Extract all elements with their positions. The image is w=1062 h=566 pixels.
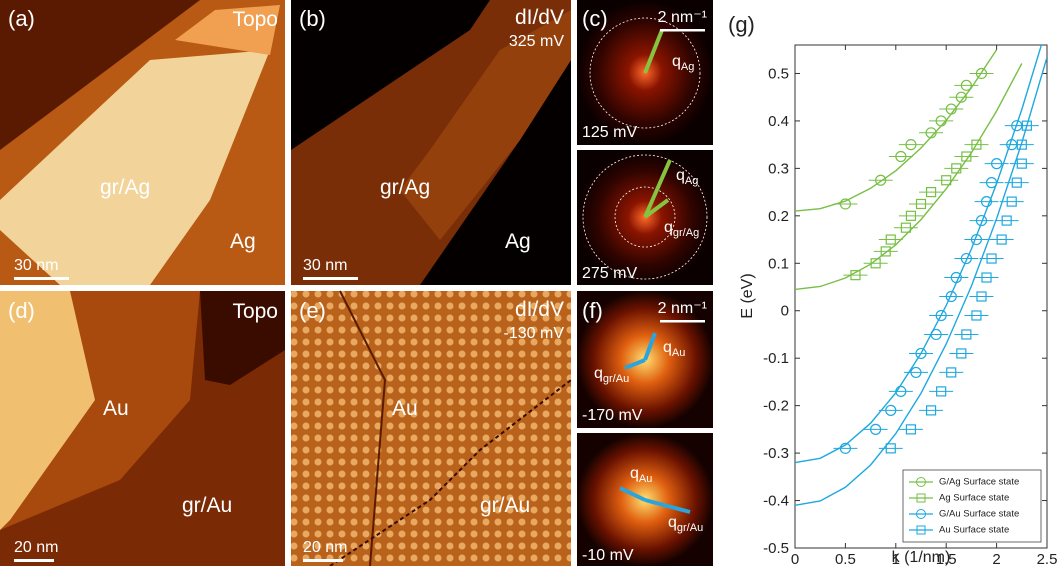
figure: (a) Topo gr/Ag Ag 30 nm (b) dI/dV 325 mV… <box>0 0 1062 566</box>
panel-label: (f) <box>582 298 603 323</box>
y-tick-label: 0 <box>781 303 789 320</box>
panel-b: (b) dI/dV 325 mV gr/Ag Ag 30 nm <box>291 0 571 285</box>
y-tick-label: 0.1 <box>768 255 789 272</box>
x-tick-label: 1.5 <box>936 551 957 566</box>
x-tick-label: 1 <box>892 551 900 566</box>
legend-label: G/Ag Surface state <box>939 477 1019 488</box>
scale-bar <box>14 277 69 280</box>
scale-bar <box>660 320 705 323</box>
mode-label: Topo <box>232 300 278 323</box>
bias-label: 275 mV <box>582 265 637 282</box>
region-label: gr/Ag <box>380 176 430 199</box>
q: q <box>663 339 672 356</box>
q-sub: Ag <box>681 61 694 73</box>
region-label: gr/Ag <box>100 176 150 199</box>
fit-line <box>795 57 1047 505</box>
fit-line <box>795 27 1047 463</box>
scale-bar <box>14 559 54 562</box>
panel-label: (e) <box>299 298 326 323</box>
x-tick-label: 2.5 <box>1037 551 1058 566</box>
bias-label: -130 mV <box>504 325 565 342</box>
bias-label: -10 mV <box>582 547 634 564</box>
scale-label: 30 nm <box>14 257 58 274</box>
q-sub: gr/Ag <box>673 227 699 239</box>
panel-label: (d) <box>8 298 35 323</box>
y-axis-label: E (eV) <box>739 273 756 318</box>
mode-label: dI/dV <box>515 6 564 29</box>
scale-bar <box>303 559 343 562</box>
q: q <box>594 365 603 382</box>
y-tick-label: 0.3 <box>768 160 789 177</box>
scale-label: 20 nm <box>303 539 347 556</box>
scale-label: 30 nm <box>303 257 347 274</box>
region-label: Au <box>103 397 129 420</box>
panel-label: (g) <box>728 12 755 37</box>
q: q <box>630 465 639 482</box>
y-tick-label: -0.5 <box>763 540 789 557</box>
y-tick-label: 0.5 <box>768 65 789 82</box>
q: q <box>672 53 681 70</box>
bias-label: 125 mV <box>582 124 637 141</box>
scale-label: 2 nm⁻¹ <box>658 9 707 26</box>
fit-line <box>795 64 1022 290</box>
panel-d: (d) Topo Au gr/Au 20 nm <box>0 291 285 566</box>
x-tick-label: 0 <box>791 551 799 566</box>
q-sub: Au <box>639 473 652 485</box>
q: q <box>664 219 673 236</box>
q-sub: gr/Au <box>603 373 629 385</box>
q-sub: gr/Au <box>677 522 703 534</box>
y-tick-label: 0.2 <box>768 208 789 225</box>
scale-label: 20 nm <box>14 539 58 556</box>
mode-label: dI/dV <box>515 298 564 321</box>
scale-bar <box>303 277 358 280</box>
q-sub: Au <box>672 347 685 359</box>
legend-label: G/Au Surface state <box>939 509 1019 520</box>
panel-label: (c) <box>582 6 608 31</box>
q-sub: Ag <box>685 175 698 187</box>
legend: G/Ag Surface state Ag Surface state G/Au S… <box>903 470 1041 542</box>
chart: (g) k (1/nm) E (eV) -0.5-0.4-0.3-0.2-0.1… <box>728 12 1057 566</box>
panel-a: (a) Topo gr/Ag Ag 30 nm <box>0 0 285 285</box>
legend-label: Au Surface state <box>939 525 1009 536</box>
fit-line <box>795 50 997 211</box>
q: q <box>668 514 677 531</box>
scale-bar <box>660 29 705 32</box>
bias-label: 325 mV <box>509 33 564 50</box>
region-label: Ag <box>505 230 531 253</box>
bias-label: -170 mV <box>582 407 643 424</box>
y-tick-label: -0.3 <box>763 445 789 462</box>
panel-c: (c) 2 nm⁻¹ qAg 125 mV qAg qgr/Ag 275 mV <box>577 0 713 285</box>
x-tick-label: 0.5 <box>835 551 856 566</box>
mode-label: Topo <box>232 8 278 31</box>
legend-label: Ag Surface state <box>939 493 1009 504</box>
panel-f: (f) 2 nm⁻¹ qAu qgr/Au -170 mV qAu qgr/Au… <box>577 291 713 566</box>
y-tick-label: -0.4 <box>763 493 789 510</box>
y-tick-label: -0.1 <box>763 350 789 367</box>
region-label: gr/Au <box>182 494 232 517</box>
region-label: Ag <box>230 230 256 253</box>
panel-label: (a) <box>8 6 35 31</box>
scale-label: 2 nm⁻¹ <box>658 300 707 317</box>
panel-label: (b) <box>299 6 326 31</box>
panel-e: (e) dI/dV -130 mV Au gr/Au 20 nm <box>291 291 571 566</box>
q: q <box>676 167 685 184</box>
region-label: Au <box>392 397 418 420</box>
y-tick-label: -0.2 <box>763 398 789 415</box>
region-label: gr/Au <box>480 494 530 517</box>
x-tick-label: 2 <box>992 551 1000 566</box>
plot-area <box>795 27 1047 506</box>
y-tick-label: 0.4 <box>768 113 789 130</box>
